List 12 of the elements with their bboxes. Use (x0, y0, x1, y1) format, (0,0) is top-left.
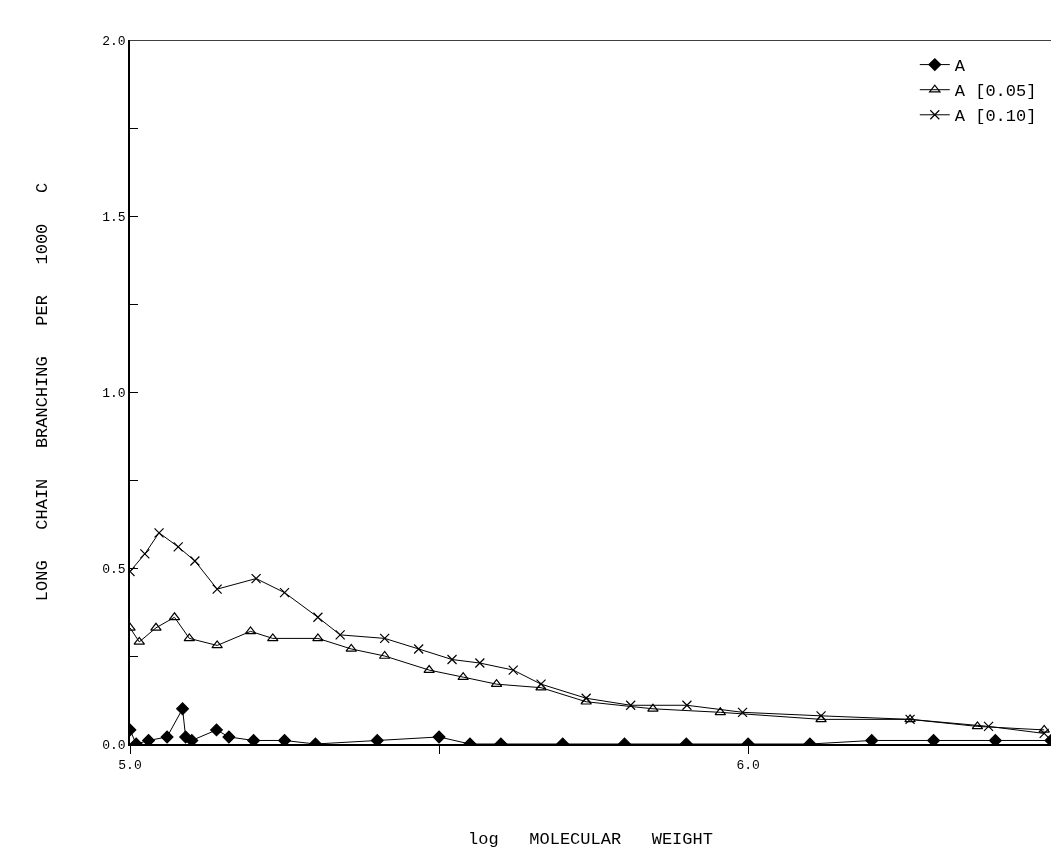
y-tick-label: 0.0 (102, 737, 126, 753)
y-axis-title: LONG CHAIN BRANCHING PER 1000 C (33, 182, 53, 602)
x-tick-label: 6.0 (736, 758, 760, 774)
y-tick-label: 0.5 (102, 561, 126, 577)
y-tick-label: 1.0 (102, 385, 126, 401)
legend-label: A [0.10] (954, 107, 1037, 127)
legend-label: A (954, 57, 966, 77)
legend-label: A [0.05] (954, 82, 1037, 102)
x-tick-label: 5.0 (118, 758, 142, 774)
y-tick-label: 1.5 (102, 209, 126, 225)
x-axis-title: log MOLECULAR WEIGHT (468, 830, 713, 850)
y-tick-label: 2.0 (102, 33, 126, 49)
